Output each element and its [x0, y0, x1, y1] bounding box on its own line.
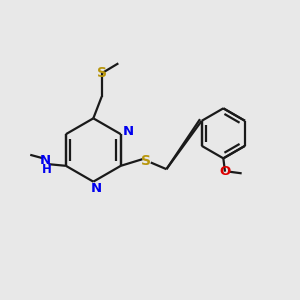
- Text: N: N: [40, 154, 51, 167]
- Text: H: H: [42, 163, 52, 176]
- Text: S: S: [141, 154, 151, 168]
- Text: N: N: [122, 125, 134, 138]
- Text: O: O: [219, 165, 231, 178]
- Text: S: S: [97, 66, 107, 80]
- Text: N: N: [91, 182, 102, 196]
